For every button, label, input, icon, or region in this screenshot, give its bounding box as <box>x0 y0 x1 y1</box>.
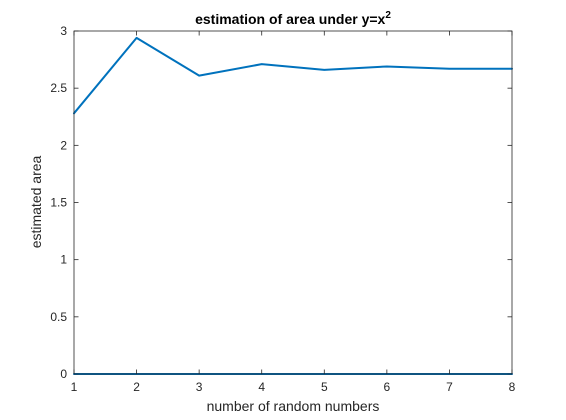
x-tick-label: 5 <box>321 380 328 394</box>
x-tick-label: 1 <box>71 380 78 394</box>
x-tick-label: 7 <box>446 380 453 394</box>
y-tick-label: 1 <box>60 253 67 267</box>
y-tick-label: 3 <box>60 24 67 38</box>
y-tick-label: 0 <box>60 367 67 381</box>
chart-title: estimation of area under y=x2 <box>195 10 391 27</box>
x-tick-label: 8 <box>509 380 516 394</box>
y-tick-label: 0.5 <box>50 310 67 324</box>
x-tick-label: 3 <box>196 380 203 394</box>
plot-area <box>74 31 512 374</box>
x-tick-label: 4 <box>258 380 265 394</box>
y-tick-label: 2 <box>60 138 67 152</box>
x-axis-label: number of random numbers <box>207 398 380 414</box>
x-tick-label: 6 <box>384 380 391 394</box>
y-axis-label: estimated area <box>28 155 44 248</box>
y-tick-label: 1.5 <box>50 196 67 210</box>
x-tick-label: 2 <box>133 380 140 394</box>
y-tick-label: 2.5 <box>50 81 67 95</box>
